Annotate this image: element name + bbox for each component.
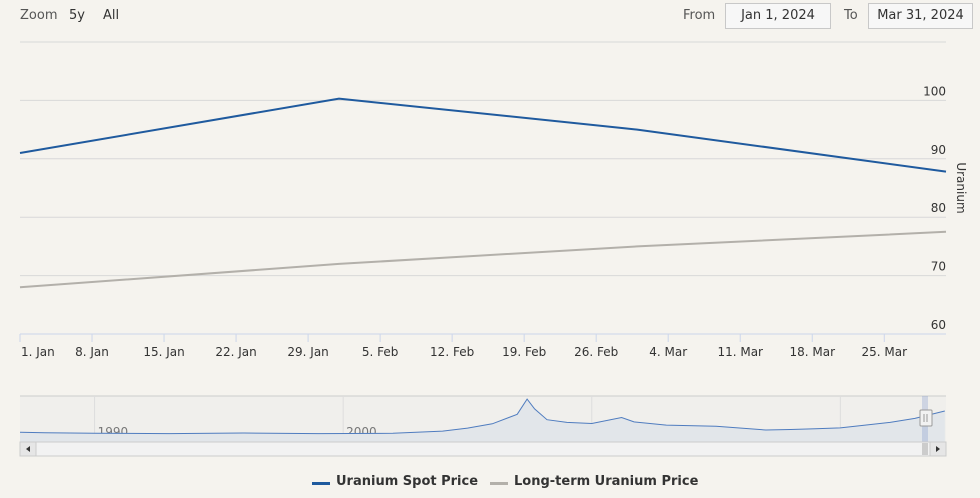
legend-swatch-spot: [312, 482, 330, 485]
chevron-right-icon: [936, 446, 940, 452]
chevron-left-icon: [26, 446, 30, 452]
x-tick-label: 1. Jan: [21, 345, 55, 359]
navigator[interactable]: 1990200020102020: [19, 395, 946, 442]
navigator-series-line: [19, 398, 945, 435]
legend-item-long-term-price[interactable]: Long-term Uranium Price: [514, 474, 699, 489]
x-axis-ticks: 1. Jan 8. Jan 15. Jan 22. Jan 29. Jan 5. Feb 1…: [19, 334, 907, 359]
navigator-area: [20, 399, 945, 442]
x-tick-label: 26. Feb: [574, 345, 618, 359]
to-label: To: [844, 8, 858, 23]
to-date-input[interactable]: Mar 31, 2024: [868, 3, 973, 29]
x-tick-label: 12. Feb: [430, 345, 474, 359]
x-tick-label: 22. Jan: [215, 345, 256, 359]
from-label: From: [683, 8, 716, 23]
y-tick-label: 80: [931, 201, 946, 215]
x-tick-label: 18. Mar: [789, 345, 835, 359]
scrollbar-track: [19, 441, 947, 457]
legend-swatch-long-term: [490, 482, 508, 485]
y-tick-label: 100: [923, 84, 946, 98]
x-tick-label: 5. Feb: [362, 345, 399, 359]
x-tick-label: 4. Mar: [649, 345, 687, 359]
scrollbar-thumb[interactable]: [922, 443, 928, 455]
zoom-5y-button[interactable]: 5y: [69, 8, 85, 23]
series-line-0: [19, 97, 947, 173]
legend-item-spot-price[interactable]: Uranium Spot Price: [336, 474, 479, 489]
uranium-price-chart: 60 70 80 90 100 Uranium 1. Jan 8. Jan 15. Jan 2…: [19, 41, 968, 457]
x-tick-label: 8. Jan: [75, 345, 109, 359]
x-tick-label: 29. Jan: [287, 345, 328, 359]
from-date-input[interactable]: Jan 1, 2024: [725, 3, 831, 29]
y-tick-label: 90: [931, 143, 946, 157]
y-axis-label: Uranium: [954, 162, 968, 213]
zoom-label: Zoom: [20, 8, 58, 23]
x-tick-label: 15. Jan: [143, 345, 184, 359]
navigator-scrollbar[interactable]: [19, 441, 947, 457]
x-tick-label: 11. Mar: [717, 345, 763, 359]
y-tick-label: 60: [931, 318, 946, 332]
legend: Uranium Spot Price Long-term Uranium Pri…: [0, 470, 980, 494]
y-tick-label: 70: [931, 260, 946, 274]
series-lines: [19, 97, 947, 289]
grid-lines: [20, 41, 946, 335]
x-tick-label: 19. Feb: [502, 345, 546, 359]
series-line-1: [19, 230, 947, 289]
zoom-all-button[interactable]: All: [103, 8, 120, 23]
y-axis-ticks: 60 70 80 90 100: [923, 84, 946, 332]
x-tick-label: 25. Mar: [861, 345, 907, 359]
navigator-handle[interactable]: [919, 409, 933, 427]
